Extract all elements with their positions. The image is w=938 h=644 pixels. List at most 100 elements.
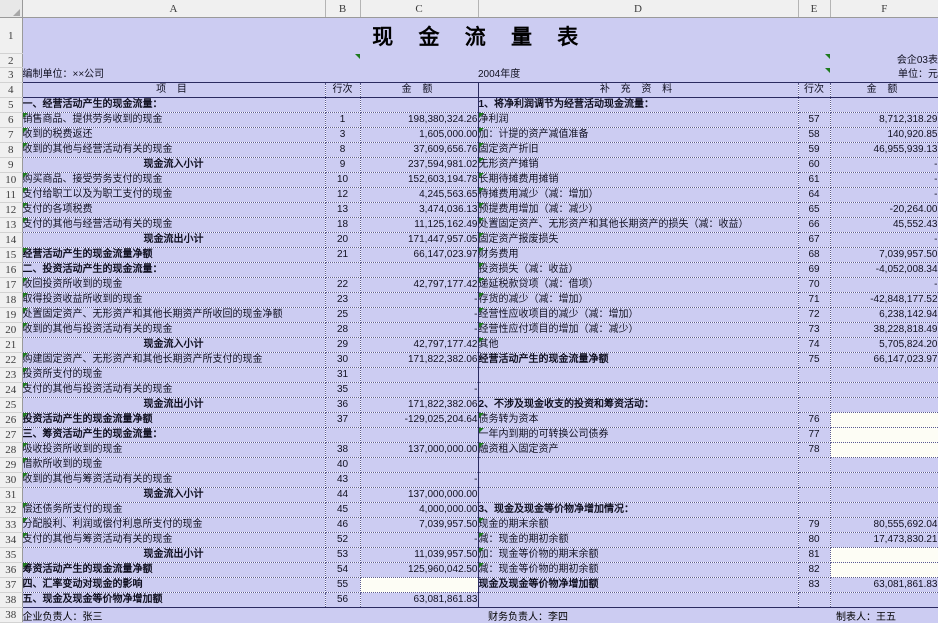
cell-amount[interactable] [360, 577, 479, 593]
cell-supplement-label[interactable] [478, 487, 799, 503]
cell-amount[interactable]: - [360, 292, 479, 308]
cell-amount-2[interactable]: -4,052,008.34 [830, 262, 938, 278]
cell-line-number-2[interactable] [798, 472, 831, 488]
cell-amount[interactable]: 63,081,861.83 [360, 592, 479, 608]
cell-line-number[interactable]: 40 [325, 457, 361, 473]
cell-amount[interactable] [360, 97, 479, 113]
row-header-15[interactable]: 15 [0, 247, 23, 263]
cell-line-number-2[interactable] [798, 502, 831, 518]
cell-amount[interactable]: 42,797,177.42 [360, 337, 479, 353]
cell-item-label[interactable]: 五、现金及现金等价物净增加额 [21, 592, 326, 608]
column-header-a[interactable]: A [22, 0, 326, 18]
cell-item-label[interactable]: 借款所收到的现金 [21, 457, 326, 473]
cell-supplement-label[interactable]: 递延税款贷项（减：借项） [478, 277, 799, 293]
cell-amount[interactable]: - [360, 532, 479, 548]
cell-amount-2[interactable]: - [830, 157, 938, 173]
cell-amount-2[interactable] [830, 487, 938, 503]
cell-supplement-label[interactable]: 1、将净利润调节为经营活动现金流量： [478, 97, 799, 113]
row-header-12[interactable]: 12 [0, 202, 23, 218]
cell-line-number[interactable]: 44 [325, 487, 361, 503]
cell-line-number[interactable]: 21 [325, 247, 361, 263]
cell-amount-2[interactable] [830, 367, 938, 383]
cell-item-label[interactable]: 收到的税费返还 [21, 127, 326, 143]
cell-line-number-2[interactable]: 67 [798, 232, 831, 248]
cell-supplement-label[interactable]: 现金的期末余额 [478, 517, 799, 533]
cell-supplement-label[interactable]: 经营活动产生的现金流量净额 [478, 352, 799, 368]
cell-line-number[interactable]: 23 [325, 292, 361, 308]
cell-line-number-2[interactable]: 69 [798, 262, 831, 278]
row-header-36[interactable]: 36 [0, 562, 23, 578]
cell-supplement-label[interactable]: 待摊费用减少（减：增加） [478, 187, 799, 203]
cell-amount-2[interactable]: 7,039,957.50 [830, 247, 938, 263]
row-header-13[interactable]: 13 [0, 217, 23, 233]
cell-amount[interactable]: 237,594,981.02 [360, 157, 479, 173]
cell-supplement-label[interactable]: 2、不涉及现金收支的投资和筹资活动： [478, 397, 799, 413]
cell-line-number-2[interactable] [798, 382, 831, 398]
cell-amount-2[interactable]: 38,228,818.49 [830, 322, 938, 338]
cell-amount[interactable] [360, 457, 479, 473]
cell-line-number[interactable]: 20 [325, 232, 361, 248]
cell-line-number[interactable]: 54 [325, 562, 361, 578]
cell-supplement-label[interactable]: 经营性应收项目的减少（减：增加） [478, 307, 799, 323]
cell-line-number[interactable] [325, 97, 361, 113]
cell-line-number[interactable]: 30 [325, 352, 361, 368]
row-header-22[interactable]: 22 [0, 352, 23, 368]
cell-d2[interactable] [478, 53, 798, 68]
cell-amount[interactable]: 66,147,023.97 [360, 247, 479, 263]
row-header-24[interactable]: 24 [0, 382, 23, 398]
cell-amount[interactable]: 171,822,382.06 [360, 397, 479, 413]
cell-item-label[interactable]: 购建固定资产、无形资产和其他长期资产所支付的现金 [21, 352, 326, 368]
cell-item-label[interactable]: 三、筹资活动产生的现金流量： [21, 427, 326, 443]
cell-line-number-2[interactable]: 68 [798, 247, 831, 263]
row-header-23[interactable]: 23 [0, 367, 23, 383]
cell-amount[interactable]: 11,125,162.49 [360, 217, 479, 233]
cell-amount[interactable]: 7,039,957.50 [360, 517, 479, 533]
cell-supplement-label[interactable]: 处置固定资产、无形资产和其他长期资产的损失（减：收益） [478, 217, 799, 233]
cell-amount[interactable]: 171,822,382.06 [360, 352, 479, 368]
cell-amount-2[interactable]: - [830, 187, 938, 203]
cell-line-number-2[interactable] [798, 397, 831, 413]
row-header-34[interactable]: 34 [0, 532, 23, 548]
cell-supplement-label[interactable]: 长期待摊费用摊销 [478, 172, 799, 188]
cell-e3[interactable] [798, 67, 830, 82]
cell-line-number-2[interactable] [798, 367, 831, 383]
cell-supplement-label[interactable] [478, 382, 799, 398]
cell-supplement-label[interactable]: 加：现金等价物的期末余额 [478, 547, 799, 563]
cell-item-label[interactable]: 现金流出小计 [21, 397, 326, 413]
cell-line-number-2[interactable]: 58 [798, 127, 831, 143]
cell-item-label[interactable]: 现金流入小计 [21, 157, 326, 173]
cell-line-number[interactable]: 31 [325, 367, 361, 383]
row-header-9[interactable]: 9 [0, 157, 23, 173]
cell-line-number-2[interactable] [798, 487, 831, 503]
cell-amount-2[interactable]: 63,081,861.83 [830, 577, 938, 593]
cell-c2[interactable] [360, 53, 478, 68]
cell-amount[interactable]: 198,380,324.26 [360, 112, 479, 128]
cell-line-number[interactable]: 28 [325, 322, 361, 338]
cell-supplement-label[interactable]: 财务费用 [478, 247, 799, 263]
cell-amount-2[interactable]: - [830, 277, 938, 293]
cell-amount[interactable]: 137,000,000.00 [360, 487, 479, 503]
cell-supplement-label[interactable]: 其他 [478, 337, 799, 353]
cell-b2[interactable] [325, 53, 360, 68]
cell-supplement-label[interactable]: 存货的减少（减：增加） [478, 292, 799, 308]
row-header-6[interactable]: 6 [0, 112, 23, 128]
cell-line-number-2[interactable] [798, 97, 831, 113]
cell-amount-2[interactable]: 66,147,023.97 [830, 352, 938, 368]
row-header-7[interactable]: 7 [0, 127, 23, 143]
cell-item-label[interactable]: 现金流出小计 [21, 232, 326, 248]
cell-supplement-label[interactable]: 经营性应付项目的增加（减：减少） [478, 322, 799, 338]
cell-e38[interactable] [798, 607, 830, 623]
cell-item-label[interactable]: 经营活动产生的现金流量净额 [21, 247, 326, 263]
cell-a2[interactable] [22, 53, 325, 68]
cell-line-number-2[interactable]: 70 [798, 277, 831, 293]
cell-item-label[interactable]: 销售商品、提供劳务收到的现金 [21, 112, 326, 128]
cell-line-number[interactable]: 38 [325, 442, 361, 458]
cell-amount-2[interactable] [830, 457, 938, 473]
cell-line-number[interactable]: 13 [325, 202, 361, 218]
row-header-38[interactable]: 38 [0, 592, 23, 608]
cell-c3[interactable] [360, 67, 478, 82]
cell-amount-2[interactable] [830, 412, 938, 428]
cell-line-number-2[interactable]: 77 [798, 427, 831, 443]
cell-item-label[interactable]: 处置固定资产、无形资产和其他长期资产所收回的现金净额 [21, 307, 326, 323]
cell-supplement-label[interactable] [478, 367, 799, 383]
